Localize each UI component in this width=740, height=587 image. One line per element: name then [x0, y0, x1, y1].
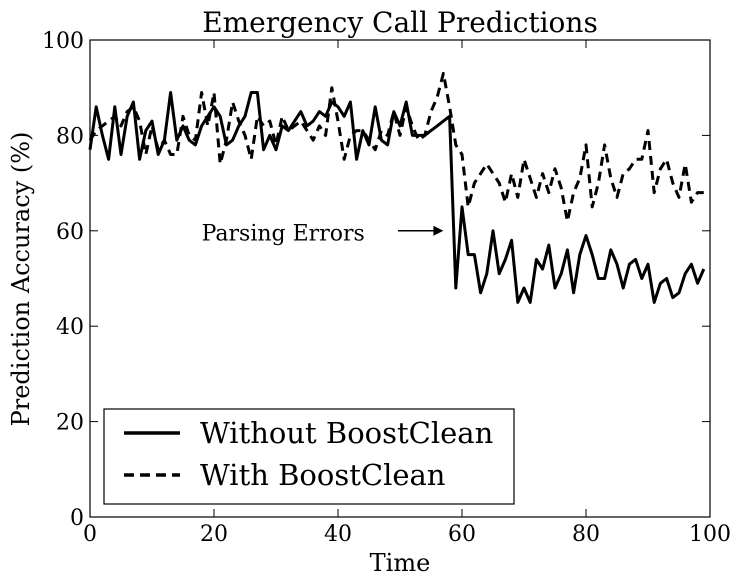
y-tick-label-5: 100	[42, 29, 84, 54]
x-tick-label-4: 80	[572, 522, 600, 547]
y-tick-label-2: 40	[56, 315, 84, 340]
annotation-arrow-head	[433, 225, 444, 236]
y-tick-label-3: 60	[56, 220, 84, 245]
x-tick-label-1: 20	[200, 522, 228, 547]
chart-title: Emergency Call Predictions	[202, 6, 598, 39]
x-tick-label-3: 60	[448, 522, 476, 547]
annotation-text: Parsing Errors	[202, 221, 365, 246]
x-tick-label-5: 100	[689, 522, 731, 547]
series-line-with-boostclean	[88, 71, 704, 223]
annotation: Parsing Errors	[202, 221, 444, 246]
axis-ticks: 0 20 40 60 80 100 0 20 40 60 80 100	[42, 29, 731, 547]
y-tick-label-4: 80	[56, 124, 84, 149]
legend-label-with-boostclean: With BoostClean	[200, 458, 445, 492]
legend: Without BoostClean With BoostClean	[103, 408, 515, 505]
legend-label-without-boostclean: Without BoostClean	[200, 416, 493, 450]
y-tick-label-0: 0	[70, 506, 84, 531]
legend-box	[103, 408, 515, 505]
x-tick-label-0: 0	[83, 522, 97, 547]
x-tick-label-2: 40	[324, 522, 352, 547]
series-layer	[88, 71, 706, 304]
y-tick-label-1: 20	[56, 411, 84, 436]
x-axis-label: Time	[370, 549, 431, 577]
y-axis-label: Prediction Accuracy (%)	[7, 132, 35, 427]
